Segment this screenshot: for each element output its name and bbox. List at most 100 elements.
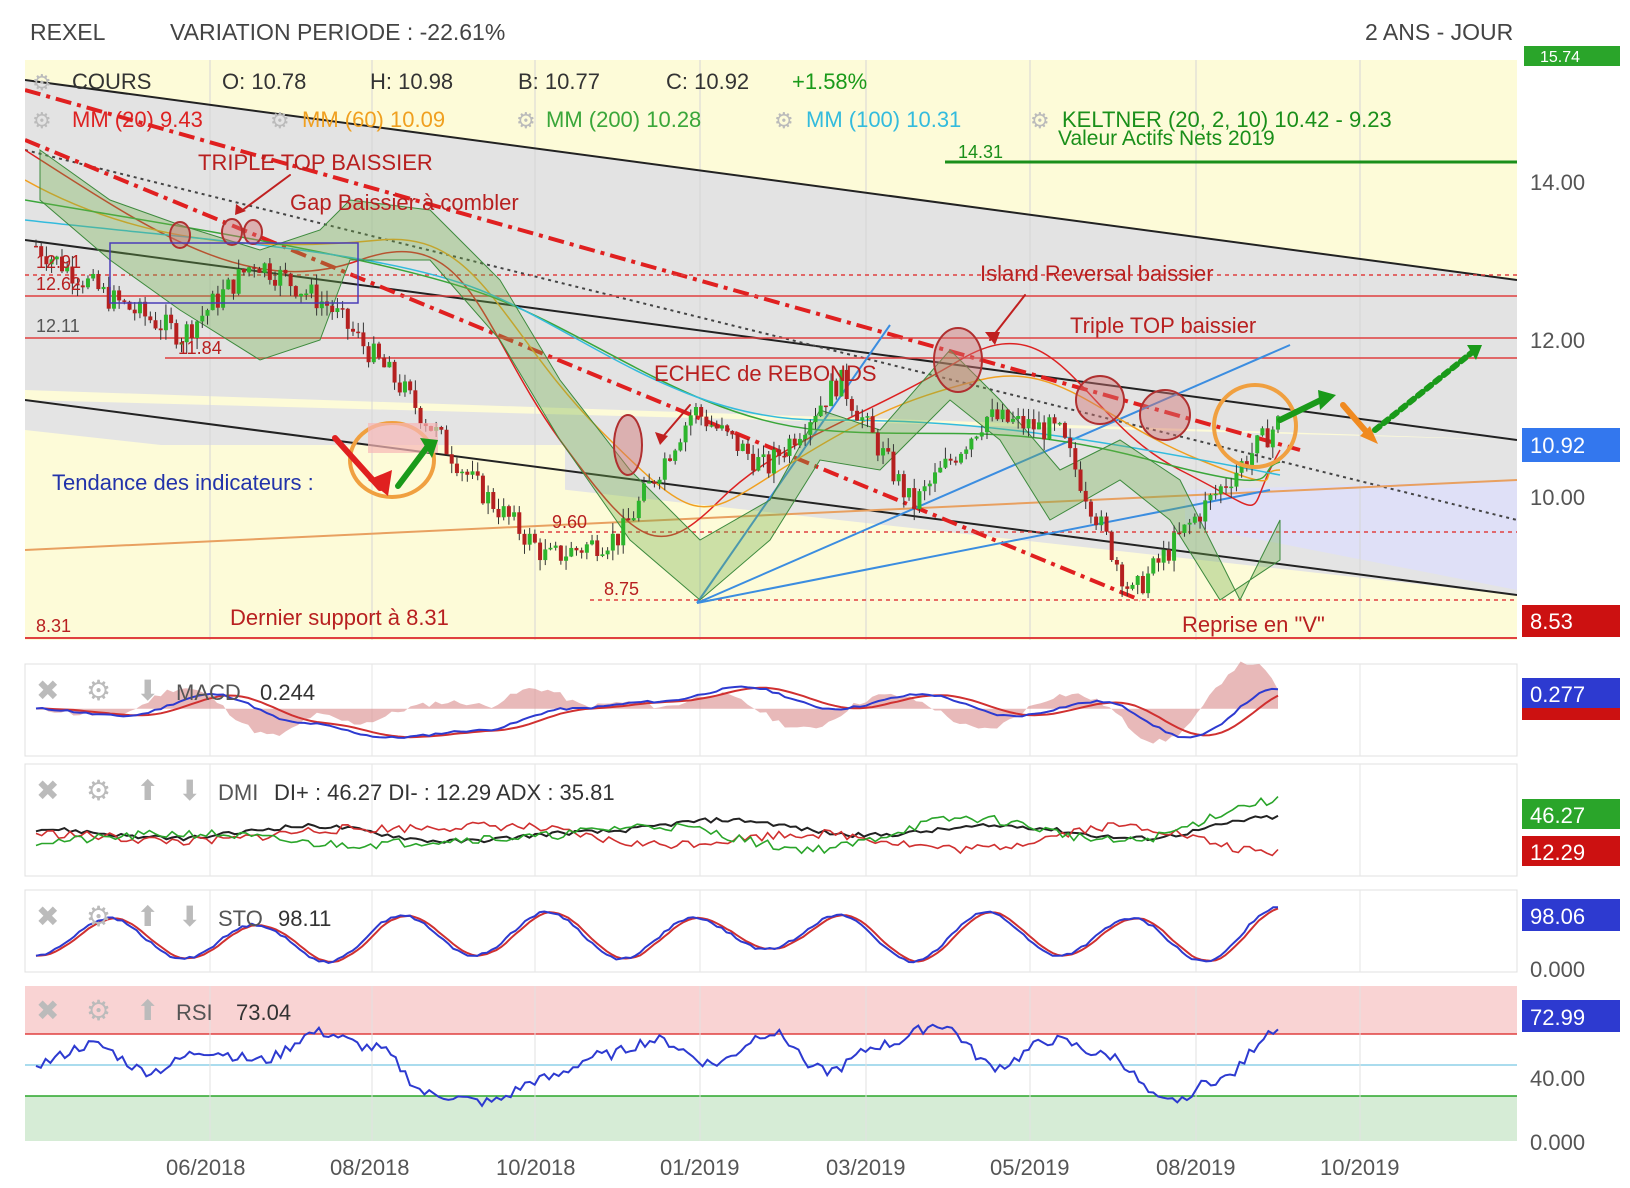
candle-body <box>148 316 153 321</box>
candle-body <box>486 492 491 504</box>
candle-body <box>797 438 802 446</box>
sto-value: 98.11 <box>278 906 331 931</box>
candle-body <box>465 471 470 475</box>
sto-move-down-icon[interactable]: ⬇ <box>178 900 201 933</box>
candle-body <box>1114 560 1119 565</box>
keltner-settings-icon[interactable]: ⚙ <box>1030 109 1050 134</box>
candle-body <box>1192 516 1197 523</box>
candle-body <box>210 293 215 311</box>
candle-body <box>896 474 901 482</box>
legend-open: O: 10.78 <box>222 69 306 94</box>
annotation-reprise: Reprise en "V" <box>1182 612 1325 637</box>
candle-body <box>278 269 283 286</box>
candle-body <box>995 409 1000 420</box>
candle-body <box>730 430 735 435</box>
candle-body <box>283 269 288 274</box>
rsi-move-up-icon[interactable]: ⬆ <box>136 994 159 1027</box>
candle-body <box>122 300 127 302</box>
van-label: Valeur Actifs Nets 2019 <box>1058 127 1275 150</box>
candle-body <box>304 293 309 296</box>
mm100-settings-icon[interactable]: ⚙ <box>774 109 794 134</box>
legend-cours: COURS <box>72 69 151 94</box>
mm200-settings-icon[interactable]: ⚙ <box>516 109 536 134</box>
candle-body <box>387 361 392 368</box>
candle-body <box>813 416 818 423</box>
candle-body <box>397 382 402 393</box>
rsi-label: RSI <box>176 1000 213 1025</box>
candle-body <box>693 407 698 416</box>
candle-body <box>860 417 865 421</box>
legend-close: C: 10.92 <box>666 69 749 94</box>
annotation-gap: Gap Baissier à combler <box>290 190 519 215</box>
candle-body <box>527 533 532 545</box>
sto-move-up-icon[interactable]: ⬆ <box>136 900 159 933</box>
candle-body <box>922 486 927 492</box>
candle-body <box>558 545 563 561</box>
macd-label: MACD <box>176 680 241 705</box>
mm20-settings-icon[interactable]: ⚙ <box>32 109 52 134</box>
macd-close-icon[interactable]: ✖ <box>36 674 59 707</box>
x-tick-012019: 01/2019 <box>660 1155 740 1180</box>
candle-body <box>1057 422 1062 425</box>
candle-body <box>818 405 823 417</box>
sto-zero-tick: 0.000 <box>1530 957 1585 982</box>
candle-body <box>631 518 636 521</box>
rsi-close-icon[interactable]: ✖ <box>36 994 59 1027</box>
dmi-move-down-icon[interactable]: ⬇ <box>178 774 201 807</box>
level-1291: 12.91 <box>36 252 81 272</box>
candle-body <box>1016 416 1021 419</box>
annotation-triple-top-2: Triple TOP baissier <box>1070 313 1256 338</box>
candle-body <box>735 434 740 451</box>
sto-settings-icon[interactable]: ⚙ <box>86 900 111 933</box>
candle-body <box>345 308 350 329</box>
dmi-value: DI+ : 46.27 DI- : 12.29 ADX : 35.81 <box>274 780 615 805</box>
macd-move-down-icon[interactable]: ⬇ <box>136 674 159 707</box>
level-1211: 12.11 <box>36 316 80 336</box>
candle-body <box>158 328 163 331</box>
candle-body <box>1270 429 1275 448</box>
candle-body <box>215 293 220 308</box>
level-875: 8.75 <box>604 579 639 599</box>
candle-body <box>480 475 485 504</box>
candle-body <box>512 512 517 517</box>
dmi-settings-icon[interactable]: ⚙ <box>86 774 111 807</box>
candle-body <box>657 479 662 484</box>
dmi-move-up-icon[interactable]: ⬆ <box>136 774 159 807</box>
candle-body <box>938 467 943 473</box>
sto-close-icon[interactable]: ✖ <box>36 900 59 933</box>
candle-body <box>912 488 917 510</box>
rsi-settings-icon[interactable]: ⚙ <box>86 994 111 1027</box>
candle-body <box>1036 422 1041 430</box>
candle-body <box>184 324 189 343</box>
low-price-badge-bg <box>1522 605 1620 637</box>
candle-body <box>1047 417 1052 440</box>
dmi-close-icon[interactable]: ✖ <box>36 774 59 807</box>
legend-mm100: MM (100) 10.31 <box>806 107 961 132</box>
candle-body <box>1276 416 1280 430</box>
candle-body <box>1088 501 1093 517</box>
macd-badge: 0.277 <box>1530 682 1585 707</box>
candle-body <box>1250 453 1255 467</box>
candle-body <box>1078 469 1083 491</box>
candle-body <box>195 321 200 339</box>
rsi-value: 73.04 <box>236 1000 291 1025</box>
candle-body <box>777 449 782 456</box>
candle-body <box>54 256 59 260</box>
candle-body <box>496 508 501 518</box>
candle-body <box>366 346 371 363</box>
candle-body <box>501 506 506 518</box>
candle-body <box>1104 516 1109 532</box>
dmi-minus-badge: 12.29 <box>1530 840 1585 865</box>
candle-body <box>1052 417 1057 424</box>
macd-settings-icon[interactable]: ⚙ <box>86 674 111 707</box>
candle-body <box>470 471 475 475</box>
candle-body <box>408 381 413 391</box>
candle-body <box>782 455 787 458</box>
candle-body <box>174 323 179 345</box>
candle-body <box>200 315 205 322</box>
level-1262: 12.62 <box>36 274 81 294</box>
mm60-settings-icon[interactable]: ⚙ <box>270 109 290 134</box>
cours-settings-icon[interactable]: ⚙ <box>32 71 52 96</box>
candle-body <box>273 279 278 286</box>
